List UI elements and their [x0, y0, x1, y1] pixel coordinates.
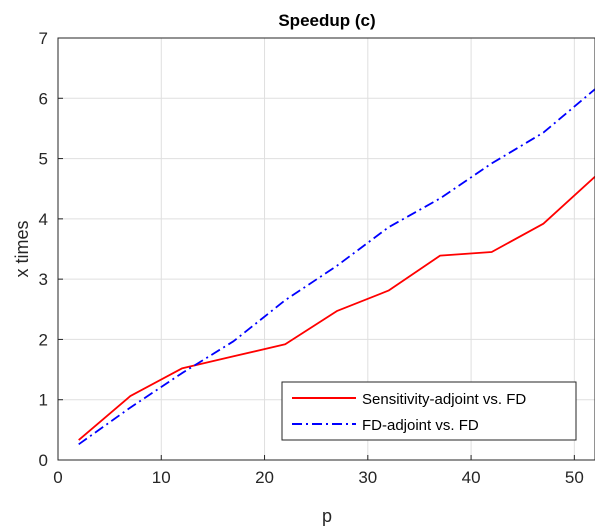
- y-tick-label: 0: [39, 451, 48, 470]
- x-tick-label: 0: [53, 468, 62, 487]
- legend: Sensitivity-adjoint vs. FD FD-adjoint vs…: [281, 381, 577, 441]
- y-tick-label: 7: [39, 29, 48, 48]
- y-tick-label: 6: [39, 89, 48, 108]
- y-tick-label: 4: [39, 210, 48, 229]
- legend-box: [281, 381, 577, 441]
- axis-ticks: 0 10 20 30 40 50 0 1 2 3 4 5 6 7: [39, 29, 584, 487]
- x-tick-label: 30: [358, 468, 377, 487]
- y-axis-label: x times: [12, 220, 32, 277]
- y-tick-label: 1: [39, 391, 48, 410]
- x-tick-label: 40: [462, 468, 481, 487]
- legend-label-sensitivity-adjoint: Sensitivity-adjoint vs. FD: [362, 391, 526, 408]
- series-line-0: [78, 176, 595, 441]
- y-tick-label: 5: [39, 150, 48, 169]
- series-lines: [78, 88, 595, 446]
- x-tick-label: 20: [255, 468, 274, 487]
- legend-label-fd-adjoint: FD-adjoint vs. FD: [362, 417, 479, 434]
- x-tick-label: 10: [152, 468, 171, 487]
- series-line-1: [78, 88, 595, 446]
- x-tick-label: 50: [565, 468, 584, 487]
- plot-frame: [57, 37, 595, 461]
- y-tick-label: 3: [39, 270, 48, 289]
- chart-title: Speedup (c): [278, 11, 375, 30]
- x-axis-label: p: [322, 506, 332, 526]
- y-tick-label: 2: [39, 330, 48, 349]
